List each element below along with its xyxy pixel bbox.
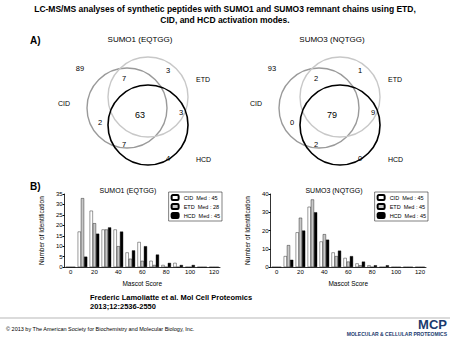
svg-text:60: 60 xyxy=(139,269,146,275)
svg-text:0: 0 xyxy=(275,269,279,275)
svg-text:2: 2 xyxy=(314,74,318,83)
svg-text:Mascot Score: Mascot Score xyxy=(328,280,368,287)
svg-text:CID, and HCD activation modes.: CID, and HCD activation modes. xyxy=(160,15,289,25)
svg-text:MCP: MCP xyxy=(418,317,447,332)
svg-text:Mascot Score: Mascot Score xyxy=(122,280,162,287)
svg-text:20: 20 xyxy=(91,269,98,275)
svg-text:2013;12:2536-2550: 2013;12:2536-2550 xyxy=(90,302,156,311)
svg-text:SUMO3 (NQTGG): SUMO3 (NQTGG) xyxy=(299,35,365,44)
svg-text:0: 0 xyxy=(358,154,362,163)
svg-text:25: 25 xyxy=(56,212,63,218)
svg-text:100: 100 xyxy=(391,269,402,275)
svg-text:120: 120 xyxy=(209,269,220,275)
svg-text:5: 5 xyxy=(59,254,63,260)
svg-text:ETD: ETD xyxy=(388,76,402,83)
svg-text:80: 80 xyxy=(163,269,170,275)
svg-text:20: 20 xyxy=(56,222,63,228)
svg-text:100: 100 xyxy=(185,269,196,275)
svg-text:0: 0 xyxy=(69,269,73,275)
svg-text:9: 9 xyxy=(371,108,375,117)
svg-text:89: 89 xyxy=(76,64,84,73)
svg-text:40: 40 xyxy=(262,191,269,197)
svg-text:40: 40 xyxy=(115,269,122,275)
svg-text:40: 40 xyxy=(321,269,328,275)
svg-text:Number of Identification: Number of Identification xyxy=(244,196,251,265)
svg-text:© 2013 by The American Society: © 2013 by The American Society for Bioch… xyxy=(6,326,195,332)
svg-text:CID: CID xyxy=(58,100,70,107)
svg-text:CID: CID xyxy=(250,100,262,107)
svg-text:ETD Med : 28: ETD Med : 28 xyxy=(184,204,219,210)
svg-text:20: 20 xyxy=(297,269,304,275)
svg-text:0: 0 xyxy=(265,264,269,270)
svg-text:3: 3 xyxy=(179,108,183,117)
svg-text:Number of Identification: Number of Identification xyxy=(38,196,45,265)
svg-text:0: 0 xyxy=(59,264,63,270)
svg-text:2: 2 xyxy=(314,140,318,149)
svg-text:A): A) xyxy=(30,35,41,46)
svg-text:15: 15 xyxy=(56,233,63,239)
svg-text:SUMO3 (NQTGG): SUMO3 (NQTGG) xyxy=(305,187,362,195)
svg-text:120: 120 xyxy=(415,269,426,275)
svg-text:CID Med : 45: CID Med : 45 xyxy=(184,195,218,201)
svg-text:79: 79 xyxy=(327,110,337,120)
svg-text:80: 80 xyxy=(369,269,376,275)
svg-text:63: 63 xyxy=(135,110,145,120)
svg-text:HCD: HCD xyxy=(196,156,211,163)
svg-text:60: 60 xyxy=(345,269,352,275)
svg-text:10: 10 xyxy=(262,246,269,252)
svg-text:93: 93 xyxy=(268,64,276,73)
svg-text:ETD Med : 45: ETD Med : 45 xyxy=(390,204,425,210)
svg-text:30: 30 xyxy=(262,209,269,215)
svg-text:1: 1 xyxy=(358,66,362,75)
svg-text:7: 7 xyxy=(122,74,126,83)
svg-text:3: 3 xyxy=(166,66,170,75)
svg-text:SUMO1 (EQTGG): SUMO1 (EQTGG) xyxy=(108,35,173,44)
svg-text:B): B) xyxy=(30,181,41,192)
svg-text:MOLECULAR & CELLULAR PROTEOMIC: MOLECULAR & CELLULAR PROTEOMICS xyxy=(347,331,448,337)
svg-text:20: 20 xyxy=(262,228,269,234)
svg-text:HCD Med : 45: HCD Med : 45 xyxy=(390,213,426,219)
svg-text:30: 30 xyxy=(56,201,63,207)
svg-text:10: 10 xyxy=(56,243,63,249)
svg-text:ETD: ETD xyxy=(196,76,210,83)
svg-text:4: 4 xyxy=(166,154,170,163)
svg-text:HCD Med : 45: HCD Med : 45 xyxy=(184,213,220,219)
svg-text:HCD: HCD xyxy=(388,156,403,163)
svg-text:CID Med : 45: CID Med : 45 xyxy=(390,195,424,201)
svg-text:2: 2 xyxy=(98,118,102,127)
svg-text:35: 35 xyxy=(56,191,63,197)
svg-text:SUMO1 (EQTGG): SUMO1 (EQTGG) xyxy=(100,187,157,195)
svg-text:0: 0 xyxy=(290,118,294,127)
svg-text:7: 7 xyxy=(122,140,126,149)
svg-text:LC-MS/MS analyses of synthetic: LC-MS/MS analyses of synthetic peptides … xyxy=(34,4,416,14)
svg-text:Frederic Lamoliatte et al. Mol: Frederic Lamoliatte et al. Mol Cell Prot… xyxy=(90,293,252,302)
